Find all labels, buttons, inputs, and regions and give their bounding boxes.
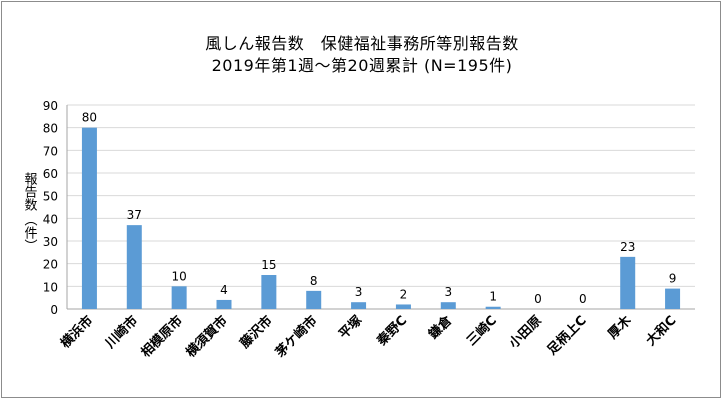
x-tick-label: 足柄上C — [544, 313, 590, 359]
x-tick-label: 相模原市 — [138, 313, 186, 361]
bar — [216, 299, 232, 309]
data-label: 10 — [172, 269, 187, 283]
data-label: 0 — [534, 292, 542, 306]
chart-subtitle: 2019年第1週～第20週累計 (N=195件) — [211, 56, 513, 75]
bar — [306, 290, 322, 309]
bar — [440, 302, 456, 309]
bar — [620, 256, 636, 309]
x-tick-label: 横須賀市 — [183, 313, 231, 361]
bar — [395, 304, 411, 309]
x-tick-label: 川崎市 — [102, 313, 142, 353]
x-tick-label: 厚木 — [605, 312, 635, 342]
y-tick-label: 0 — [50, 303, 58, 317]
x-tick-label: 茅ケ崎市 — [272, 313, 320, 361]
bar — [81, 127, 97, 310]
data-label: 1 — [489, 290, 497, 304]
x-tick-label: 三崎C — [464, 313, 500, 349]
data-label: 0 — [579, 292, 587, 306]
data-label: 3 — [444, 285, 452, 299]
chart-title: 風しん報告数 保健福祉事務所等別報告数 — [205, 34, 519, 53]
x-tick-label: 小田原 — [507, 313, 545, 351]
y-tick-label: 80 — [43, 122, 58, 136]
x-tick-label: 藤沢市 — [237, 313, 276, 352]
data-label: 2 — [400, 287, 408, 301]
y-axis-label-unit: （件） — [21, 213, 37, 252]
x-tick-label: 秦野C — [373, 313, 410, 350]
bar — [665, 288, 681, 309]
data-label: 37 — [127, 208, 142, 222]
data-label: 9 — [669, 272, 677, 286]
y-tick-label: 30 — [43, 235, 58, 249]
data-label: 23 — [620, 240, 635, 254]
bar — [485, 306, 501, 309]
bar — [351, 302, 367, 309]
y-tick-label: 40 — [43, 212, 58, 226]
x-tick-label: 鎌倉 — [425, 312, 456, 343]
bar — [171, 286, 187, 309]
x-tick-label: 横浜市 — [57, 313, 96, 352]
x-tick-label: 大和C — [643, 313, 679, 349]
data-label: 15 — [261, 258, 276, 272]
y-tick-label: 90 — [43, 99, 58, 113]
y-tick-label: 70 — [43, 144, 58, 158]
data-label: 3 — [355, 285, 363, 299]
bar — [261, 275, 277, 309]
y-tick-label: 10 — [43, 280, 58, 294]
y-axis-label: 報告数 （件） — [20, 172, 38, 252]
y-axis-label-main: 報告数 — [21, 172, 37, 211]
data-label: 8 — [310, 274, 318, 288]
bar — [126, 225, 142, 309]
x-tick-label: 平塚 — [336, 313, 365, 342]
data-label: 80 — [82, 111, 97, 125]
y-tick-label: 50 — [43, 190, 58, 204]
data-label: 4 — [220, 283, 228, 297]
y-tick-label: 60 — [43, 167, 58, 181]
y-tick-label: 20 — [43, 258, 58, 272]
